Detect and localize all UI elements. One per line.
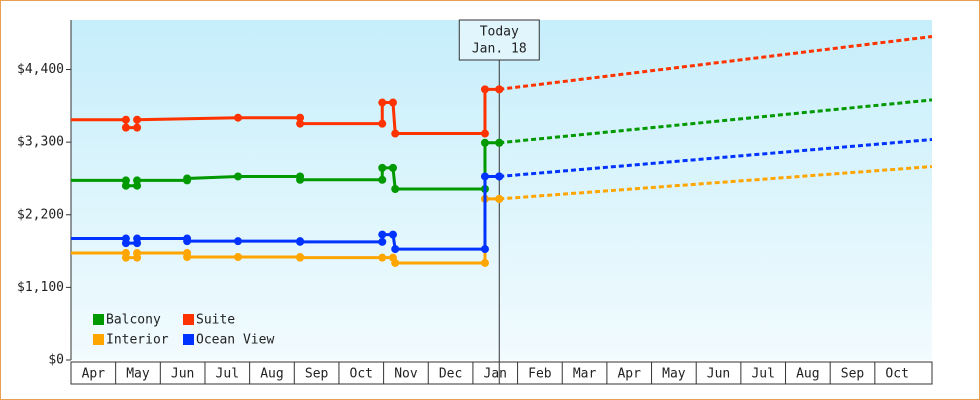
legend-label: Interior	[106, 333, 169, 348]
point	[121, 239, 130, 248]
point	[121, 181, 130, 190]
y-tick-label: $0	[48, 353, 64, 368]
y-tick-label: $3,300	[17, 135, 64, 150]
point	[121, 253, 130, 262]
series-line	[71, 197, 500, 265]
y-tick-label: $1,100	[17, 280, 64, 295]
x-tick-label: Mar	[573, 367, 597, 382]
point	[391, 258, 400, 267]
point	[391, 129, 400, 138]
point	[296, 253, 305, 262]
forecast-line	[499, 98, 933, 145]
x-tick-label: May	[662, 367, 686, 382]
forecast-line	[499, 165, 933, 201]
point	[234, 172, 243, 181]
x-tick-label: Apr	[617, 367, 641, 382]
point	[234, 237, 243, 246]
point	[388, 230, 397, 239]
forecast-line	[499, 138, 933, 178]
y-tick-label: $4,400	[17, 62, 64, 77]
x-tick-label: Sep	[305, 367, 329, 382]
point	[388, 163, 397, 172]
forecast-point	[495, 194, 504, 203]
forecast-point	[495, 85, 504, 94]
point	[133, 249, 142, 258]
point	[296, 237, 305, 246]
x-tick-label: Jun	[707, 367, 730, 382]
point	[183, 237, 192, 246]
point	[378, 98, 387, 107]
point	[378, 253, 387, 262]
legend-label: Balcony	[106, 313, 161, 328]
point	[133, 115, 142, 124]
y-tick-label: $2,200	[17, 207, 64, 222]
point	[133, 123, 142, 132]
point	[480, 172, 489, 181]
x-tick-label: Jul	[216, 367, 239, 382]
today-label: Jan. 18	[472, 42, 527, 57]
point	[296, 113, 305, 122]
point	[183, 174, 192, 183]
point	[378, 175, 387, 184]
x-tick-label: Nov	[394, 367, 418, 382]
legend-label: Suite	[196, 313, 235, 328]
point	[183, 253, 192, 262]
point	[296, 119, 305, 128]
today-box	[458, 19, 540, 61]
point	[121, 123, 130, 132]
legend-label: Ocean View	[196, 333, 274, 348]
point	[391, 185, 400, 194]
forecast-line	[499, 35, 933, 91]
point	[388, 98, 397, 107]
point	[296, 175, 305, 184]
plot-area	[71, 20, 932, 360]
x-tick-label: Aug	[260, 367, 283, 382]
legend-swatch	[93, 314, 104, 325]
x-tick-label: Aug	[796, 367, 819, 382]
x-tick-label: Jul	[751, 367, 774, 382]
point	[480, 85, 489, 94]
legend-swatch	[93, 334, 104, 345]
today-label: Today	[480, 25, 519, 40]
x-tick-label: May	[126, 367, 150, 382]
point	[480, 258, 489, 267]
x-tick-label: Apr	[82, 367, 106, 382]
point	[378, 163, 387, 172]
forecast-point	[495, 138, 504, 147]
point	[378, 237, 387, 246]
x-tick-label: Jan	[484, 367, 507, 382]
point	[391, 245, 400, 254]
x-tick-label: Dec	[439, 367, 462, 382]
point	[133, 234, 142, 243]
point	[121, 115, 130, 124]
point	[234, 253, 243, 262]
legend-swatch	[183, 314, 194, 325]
point	[234, 113, 243, 122]
x-tick-label: Oct	[885, 367, 908, 382]
point	[133, 176, 142, 185]
point	[480, 138, 489, 147]
point	[378, 119, 387, 128]
x-tick-label: Oct	[350, 367, 373, 382]
x-tick-label: Sep	[841, 367, 865, 382]
point	[480, 129, 489, 138]
x-tick-label: Feb	[528, 367, 552, 382]
point	[480, 245, 489, 254]
point	[378, 230, 387, 239]
forecast-point	[495, 172, 504, 181]
x-tick-label: Jun	[171, 367, 194, 382]
legend-swatch	[183, 334, 194, 345]
